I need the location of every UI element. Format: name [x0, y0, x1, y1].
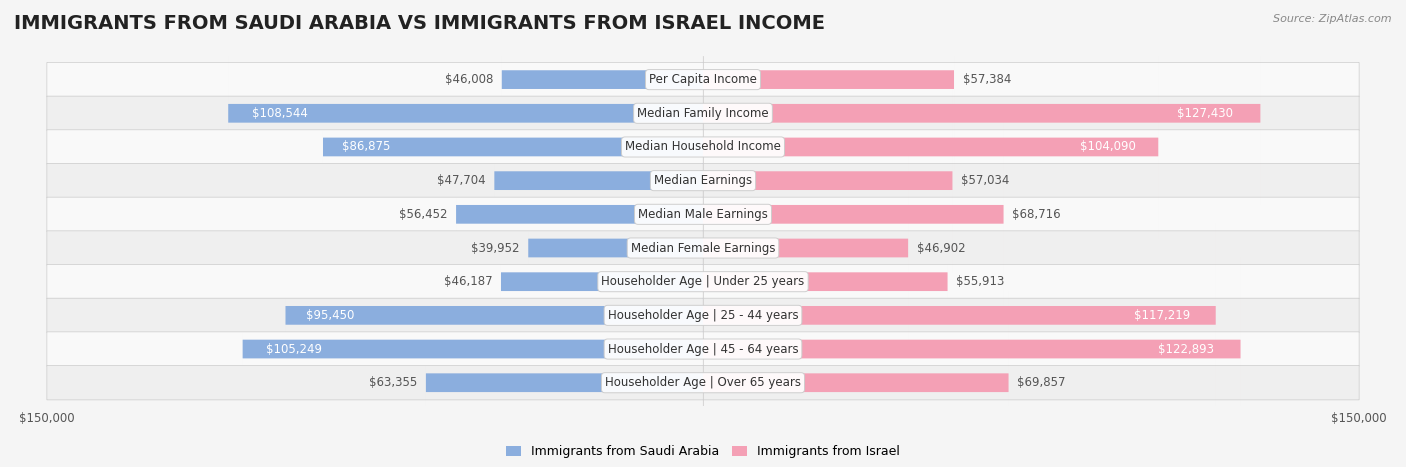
- Text: IMMIGRANTS FROM SAUDI ARABIA VS IMMIGRANTS FROM ISRAEL INCOME: IMMIGRANTS FROM SAUDI ARABIA VS IMMIGRAN…: [14, 14, 825, 33]
- FancyBboxPatch shape: [703, 257, 1240, 441]
- FancyBboxPatch shape: [46, 298, 1360, 333]
- Text: $39,952: $39,952: [471, 241, 519, 255]
- Text: $127,430: $127,430: [1177, 107, 1233, 120]
- Text: $56,452: $56,452: [399, 208, 447, 221]
- Text: $57,384: $57,384: [963, 73, 1011, 86]
- FancyBboxPatch shape: [703, 123, 1004, 306]
- Text: $63,355: $63,355: [368, 376, 418, 389]
- FancyBboxPatch shape: [703, 55, 1159, 239]
- Text: $46,187: $46,187: [444, 275, 492, 288]
- Text: $47,704: $47,704: [437, 174, 485, 187]
- FancyBboxPatch shape: [529, 156, 703, 340]
- Text: Householder Age | Over 65 years: Householder Age | Over 65 years: [605, 376, 801, 389]
- FancyBboxPatch shape: [285, 224, 703, 407]
- Text: Householder Age | Under 25 years: Householder Age | Under 25 years: [602, 275, 804, 288]
- FancyBboxPatch shape: [46, 231, 1360, 265]
- Text: Median Family Income: Median Family Income: [637, 107, 769, 120]
- FancyBboxPatch shape: [456, 123, 703, 306]
- FancyBboxPatch shape: [703, 89, 952, 272]
- Text: Median Earnings: Median Earnings: [654, 174, 752, 187]
- FancyBboxPatch shape: [46, 163, 1360, 198]
- Text: Median Male Earnings: Median Male Earnings: [638, 208, 768, 221]
- Text: $55,913: $55,913: [956, 275, 1005, 288]
- FancyBboxPatch shape: [46, 332, 1360, 366]
- Text: Householder Age | 25 - 44 years: Householder Age | 25 - 44 years: [607, 309, 799, 322]
- FancyBboxPatch shape: [703, 0, 955, 171]
- Text: Householder Age | 45 - 64 years: Householder Age | 45 - 64 years: [607, 342, 799, 355]
- FancyBboxPatch shape: [703, 291, 1008, 467]
- Text: Source: ZipAtlas.com: Source: ZipAtlas.com: [1274, 14, 1392, 24]
- Text: $95,450: $95,450: [307, 309, 354, 322]
- FancyBboxPatch shape: [228, 21, 703, 205]
- Text: $69,857: $69,857: [1018, 376, 1066, 389]
- Text: $57,034: $57,034: [962, 174, 1010, 187]
- Text: $108,544: $108,544: [252, 107, 308, 120]
- FancyBboxPatch shape: [703, 190, 948, 373]
- FancyBboxPatch shape: [46, 366, 1360, 400]
- Legend: Immigrants from Saudi Arabia, Immigrants from Israel: Immigrants from Saudi Arabia, Immigrants…: [501, 440, 905, 463]
- FancyBboxPatch shape: [46, 130, 1360, 164]
- FancyBboxPatch shape: [243, 257, 703, 441]
- Text: Median Female Earnings: Median Female Earnings: [631, 241, 775, 255]
- FancyBboxPatch shape: [46, 63, 1360, 97]
- FancyBboxPatch shape: [426, 291, 703, 467]
- Text: Per Capita Income: Per Capita Income: [650, 73, 756, 86]
- Text: $122,893: $122,893: [1157, 342, 1213, 355]
- Text: $117,219: $117,219: [1133, 309, 1189, 322]
- Text: $46,902: $46,902: [917, 241, 966, 255]
- FancyBboxPatch shape: [323, 55, 703, 239]
- FancyBboxPatch shape: [46, 264, 1360, 299]
- FancyBboxPatch shape: [46, 96, 1360, 130]
- Text: $68,716: $68,716: [1012, 208, 1062, 221]
- FancyBboxPatch shape: [703, 224, 1216, 407]
- FancyBboxPatch shape: [495, 89, 703, 272]
- Text: $86,875: $86,875: [342, 141, 391, 154]
- Text: Median Household Income: Median Household Income: [626, 141, 780, 154]
- Text: $104,090: $104,090: [1080, 141, 1136, 154]
- FancyBboxPatch shape: [703, 21, 1260, 205]
- FancyBboxPatch shape: [703, 156, 908, 340]
- FancyBboxPatch shape: [502, 0, 703, 171]
- FancyBboxPatch shape: [501, 190, 703, 373]
- FancyBboxPatch shape: [46, 197, 1360, 232]
- Text: $46,008: $46,008: [444, 73, 494, 86]
- Text: $105,249: $105,249: [266, 342, 322, 355]
